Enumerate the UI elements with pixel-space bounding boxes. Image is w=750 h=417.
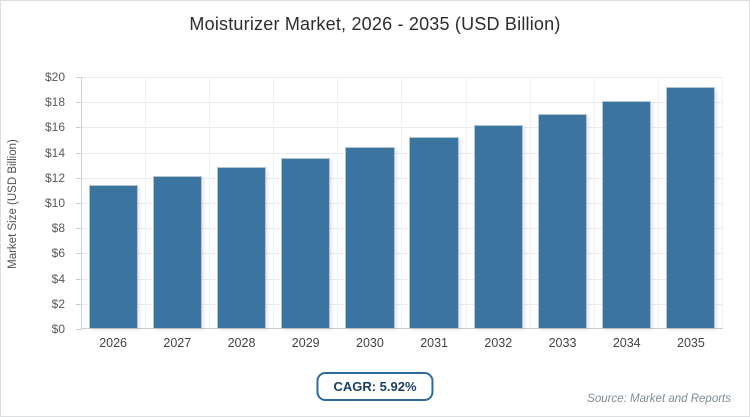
horizontal-gridline <box>82 178 723 179</box>
x-tick-label: 2027 <box>163 336 192 350</box>
horizontal-gridline <box>82 153 723 154</box>
y-tick-label: $12 <box>44 171 65 185</box>
y-axis-tick <box>76 304 82 305</box>
y-axis-tick <box>76 153 82 154</box>
y-tick-label: $16 <box>44 120 65 134</box>
category-column <box>338 77 403 328</box>
y-axis-tick <box>76 203 82 204</box>
category-column <box>595 77 659 328</box>
category-column <box>146 77 211 328</box>
x-tick-label: 2026 <box>99 336 127 350</box>
x-axis-tick-labels: 2026 2027 2028 2029 2030 2031 2032 2033 2034 2035 <box>81 336 723 350</box>
plot-area <box>76 77 723 330</box>
y-tick-label: $4 <box>51 272 65 286</box>
bar-2031 <box>409 136 459 328</box>
horizontal-gridline <box>82 102 723 103</box>
horizontal-gridline <box>82 228 723 229</box>
source-note: Source: Market and Reports <box>587 393 731 405</box>
x-tick-label: 2034 <box>612 336 641 350</box>
bar-2030 <box>345 147 395 328</box>
y-axis-tick <box>76 102 82 103</box>
x-tick-label: 2028 <box>227 336 256 350</box>
category-column <box>402 77 467 328</box>
horizontal-gridline <box>82 127 723 128</box>
y-axis-tick-labels: $0 $2 $4 $6 $8 $10 $12 $14 $16 $18 $20 <box>1 70 75 336</box>
category-column <box>210 77 275 328</box>
category-column <box>659 77 723 328</box>
cagr-badge: CAGR: 5.92% <box>316 372 434 401</box>
y-tick-label: $0 <box>51 322 65 336</box>
y-tick-label: $10 <box>44 196 65 210</box>
y-tick-label: $8 <box>51 221 65 235</box>
x-tick-label: 2029 <box>291 336 320 350</box>
y-axis-tick <box>76 127 82 128</box>
y-axis-tick <box>76 279 82 280</box>
x-tick-label: 2035 <box>677 336 705 350</box>
y-tick-label: $18 <box>44 95 65 109</box>
y-axis-tick <box>76 329 82 330</box>
category-column <box>467 77 531 328</box>
horizontal-gridline <box>82 203 723 204</box>
x-tick-label: 2030 <box>356 336 384 350</box>
y-tick-label: $14 <box>44 146 65 160</box>
bar-2032 <box>473 125 523 328</box>
bar-2028 <box>217 167 267 328</box>
y-axis-tick <box>76 178 82 179</box>
category-column <box>274 77 339 328</box>
bar-2033 <box>537 113 587 328</box>
y-tick-label: $20 <box>44 70 65 84</box>
x-tick-label: 2033 <box>548 336 577 350</box>
y-tick-label: $6 <box>51 246 65 260</box>
category-column <box>82 77 147 328</box>
horizontal-gridline <box>82 253 723 254</box>
bar-2026 <box>88 184 139 328</box>
bar-2035 <box>665 87 715 328</box>
x-tick-label: 2031 <box>420 336 449 350</box>
chart-title: Moisturizer Market, 2026 - 2035 (USD Bil… <box>189 14 561 34</box>
bar-2034 <box>601 100 651 328</box>
bar-2027 <box>153 176 203 328</box>
y-axis-tick <box>76 228 82 229</box>
bar-2029 <box>281 157 331 328</box>
y-axis-tick <box>76 253 82 254</box>
horizontal-gridline <box>82 77 723 78</box>
horizontal-gridline <box>82 279 723 280</box>
x-tick-label: 2032 <box>484 336 513 350</box>
y-tick-label: $2 <box>51 297 65 311</box>
y-axis-tick <box>76 77 82 78</box>
horizontal-gridline <box>82 304 723 305</box>
category-column <box>531 77 595 328</box>
